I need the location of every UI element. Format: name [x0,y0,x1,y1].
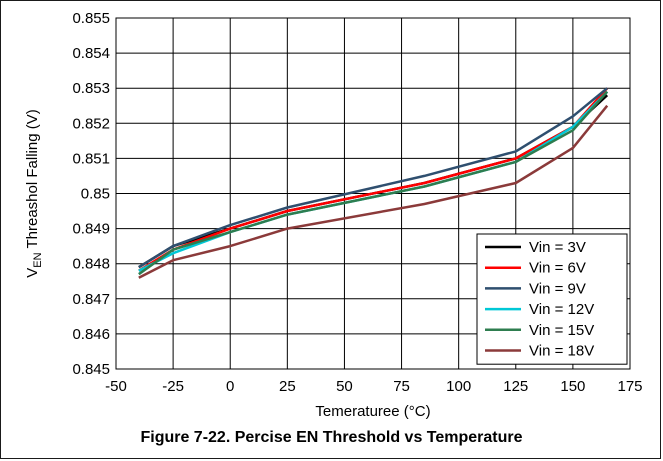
x-tick-label: 25 [279,378,296,395]
y-axis-title-subscript: EN [32,252,44,267]
legend-label: Vin = 18V [529,343,594,360]
y-axis-title: VEN Threashol Falling (V) [24,109,44,277]
series-line-6 [138,104,609,279]
x-tick-label: -25 [162,378,184,395]
x-tick-label: -50 [105,378,127,395]
y-axis-title-v: V [24,268,41,278]
figure-caption: Figure 7-22. Percise EN Threshold vs Tem… [140,429,523,446]
y-tick-label: 0.85 [81,186,110,203]
y-tick-label: 0.852 [72,115,110,132]
y-axis-tick-labels: 0.845 0.846 0.847 0.848 0.849 0.85 0.851 0.852 0… [72,10,110,378]
line-chart: -50 -25 0 25 50 75 100 125 150 175 0.8450.8460.84… [24,10,643,420]
y-tick-label: 0.855 [72,10,110,27]
y-tick-label: 0.846 [72,326,110,343]
x-axis-tick-labels: -50 -25 0 25 50 75 100 125 150 175 [105,378,642,395]
x-tick-label: 150 [560,378,585,395]
y-tick-label: 0.848 [72,256,110,273]
series-line-5 [138,90,609,276]
legend-box [476,233,628,365]
y-tick-label: 0.851 [72,150,110,167]
y-tick-label: 0.853 [72,80,110,97]
y-tick-label: 0.854 [72,45,110,62]
legend: Vin = 3V Vin = 6V Vin = 9V Vin = 12V Vin = 1… [476,233,628,365]
series-lines [138,87,609,279]
y-tick-label: 0.849 [72,221,110,238]
x-axis-title: Temeraturee (°C) [315,403,430,420]
plot-area-border [115,17,631,370]
x-tick-label: 175 [617,378,642,395]
y-tick-label: 0.847 [72,291,110,308]
legend-label: Vin = 15V [529,322,594,339]
legend-label: Vin = 12V [529,301,594,318]
x-tick-label: 125 [503,378,528,395]
x-tick-label: 75 [393,378,410,395]
legend-label: Vin = 9V [529,280,586,297]
y-axis-title-rest: Threashol Falling (V) [24,109,41,252]
legend-label: Vin = 3V [529,239,586,256]
y-tick-label: 0.845 [72,361,110,378]
x-tick-label: 50 [336,378,353,395]
series-line-3 [138,87,608,269]
legend-label: Vin = 6V [529,260,586,277]
x-tick-label: 0 [226,378,234,395]
x-tick-label: 100 [446,378,471,395]
